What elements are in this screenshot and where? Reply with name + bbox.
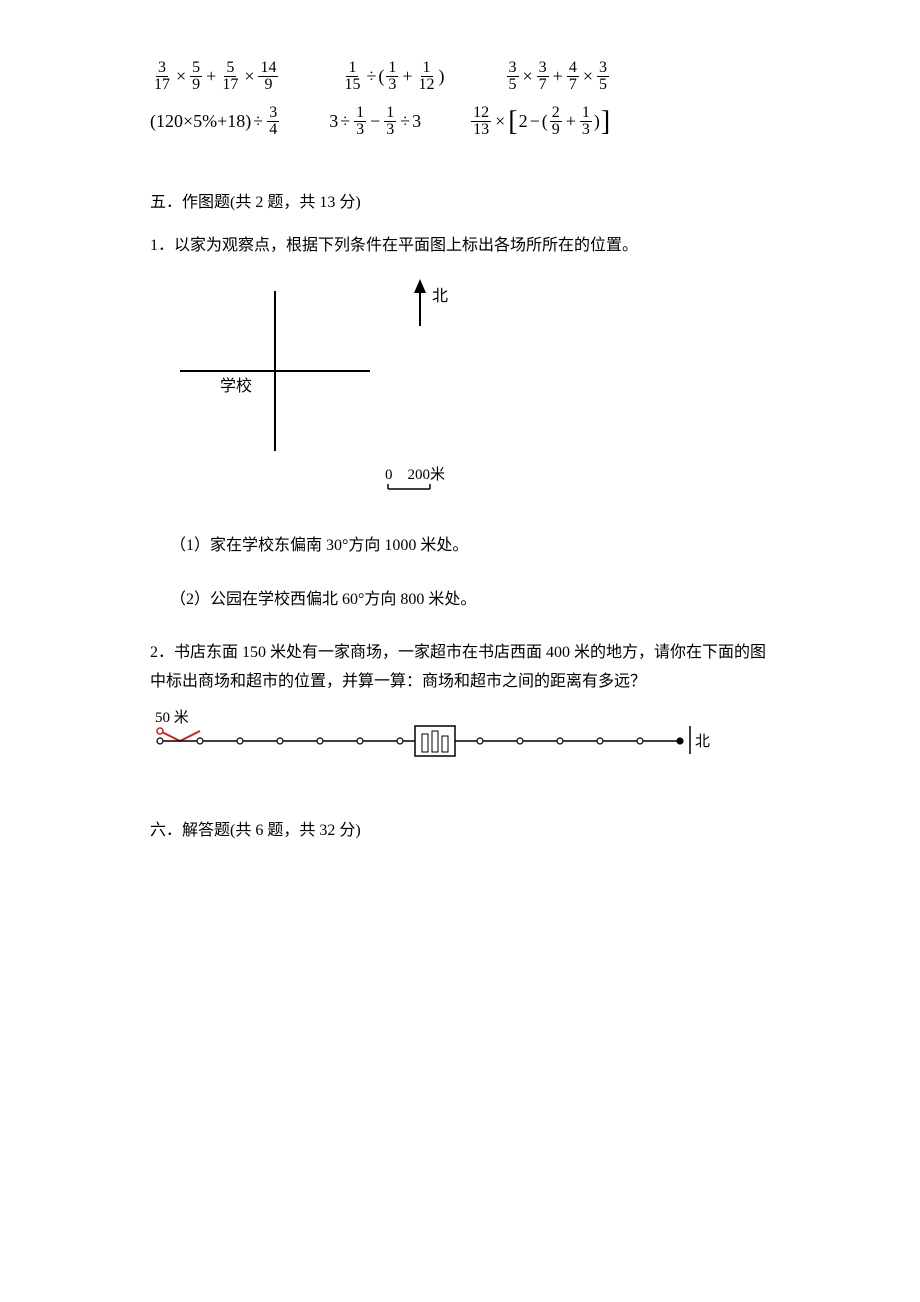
- math-row-2: (120×5%+18) ÷ 34 3 ÷ 13 − 13 ÷ 3 1213 × …: [150, 105, 770, 138]
- line-dot-end: [677, 738, 683, 744]
- frac-den: 13: [471, 122, 491, 138]
- frac-num: 1: [384, 105, 396, 122]
- north-label-2: 北: [695, 733, 710, 750]
- frac-den: 3: [386, 77, 398, 93]
- scale-label: 0 200米: [385, 466, 445, 483]
- line-dot: [637, 738, 643, 744]
- frac-num: 3: [597, 60, 609, 77]
- line-dot: [157, 738, 163, 744]
- frac-den: 3: [354, 122, 366, 138]
- line-dot: [357, 738, 363, 744]
- diagram-school: 学校 北 0 200米: [170, 271, 490, 501]
- line-dot: [317, 738, 323, 744]
- expr-1-3: 35 × 37 + 47 × 35: [505, 60, 611, 93]
- building-window-icon: [432, 731, 438, 752]
- scale-red-dot-icon: [157, 728, 163, 734]
- frac-num: 3: [537, 60, 549, 77]
- expr-1-2: 115 ÷ ( 13 + 112 ): [340, 60, 444, 93]
- op: ×: [244, 66, 254, 87]
- building-window-icon: [422, 734, 428, 752]
- num: 3: [329, 111, 338, 132]
- op: +: [206, 66, 216, 87]
- building-window-icon: [442, 736, 448, 752]
- frac-num: 12: [471, 105, 491, 122]
- question-5-1-text: 1．以家为观察点，根据下列条件在平面图上标出各场所所在的位置。: [150, 232, 770, 261]
- line-dot: [597, 738, 603, 744]
- paren-expr: (120×5%+18): [150, 111, 251, 132]
- op: ÷: [366, 66, 376, 87]
- frac-den: 5: [597, 77, 609, 93]
- frac-den: 9: [550, 122, 562, 138]
- paren-right: ): [594, 111, 600, 132]
- op: −: [530, 111, 540, 132]
- op: −: [370, 111, 380, 132]
- section-6-header: 六．解答题(共 6 题，共 32 分): [150, 816, 770, 840]
- frac-den: 3: [384, 122, 396, 138]
- expr-2-3: 1213 × [ 2 − ( 29 + 13 ) ]: [469, 105, 611, 138]
- frac-num: 5: [190, 60, 202, 77]
- paren-left: (: [378, 66, 384, 87]
- expr-2-1: (120×5%+18) ÷ 34: [150, 105, 281, 138]
- north-label: 北: [432, 287, 448, 305]
- paren-right: ): [439, 66, 445, 87]
- frac-num: 1: [386, 60, 398, 77]
- op: ×: [523, 66, 533, 87]
- question-5-1-sub2: （2）公园在学校西偏北 60°方向 800 米处。: [170, 585, 770, 609]
- op: ÷: [253, 111, 263, 132]
- question-5-2-text: 2．书店东面 150 米处有一家商场，一家超市在书店西面 400 米的地方，请你…: [150, 639, 770, 697]
- frac-num: 14: [258, 60, 278, 77]
- num: 2: [519, 111, 528, 132]
- section-5-header: 五．作图题(共 2 题，共 13 分): [150, 188, 770, 212]
- expr-1-1: 317 × 59 + 517 × 149: [150, 60, 280, 93]
- frac-den: 17: [152, 77, 172, 93]
- frac-num: 3: [507, 60, 519, 77]
- line-dot: [277, 738, 283, 744]
- frac-den: 9: [262, 77, 274, 93]
- op: +: [402, 66, 412, 87]
- scale-red-mark-icon: [160, 731, 200, 741]
- frac-den: 4: [267, 122, 279, 138]
- frac-den: 12: [417, 77, 437, 93]
- op: ×: [495, 111, 505, 132]
- bracket-left-icon: [: [508, 106, 517, 138]
- frac-den: 3: [580, 122, 592, 138]
- diagram-bookstore: 50 米 北: [150, 706, 710, 766]
- frac-den: 5: [507, 77, 519, 93]
- op: ÷: [340, 111, 350, 132]
- frac-den: 15: [342, 77, 362, 93]
- op: ÷: [400, 111, 410, 132]
- school-label: 学校: [220, 377, 252, 395]
- op: ×: [176, 66, 186, 87]
- frac-num: 2: [550, 105, 562, 122]
- num: 3: [412, 111, 421, 132]
- frac-num: 3: [156, 60, 168, 77]
- line-dot: [237, 738, 243, 744]
- bracket-right-icon: ]: [601, 106, 610, 138]
- frac-num: 1: [354, 105, 366, 122]
- line-dot: [397, 738, 403, 744]
- line-dot: [477, 738, 483, 744]
- north-arrow-head-icon: [414, 279, 426, 293]
- frac-den: 7: [567, 77, 579, 93]
- op: ×: [583, 66, 593, 87]
- frac-num: 1: [580, 105, 592, 122]
- frac-den: 17: [220, 77, 240, 93]
- frac-num: 1: [346, 60, 358, 77]
- frac-num: 1: [421, 60, 433, 77]
- paren-left: (: [542, 111, 548, 132]
- line-dot: [557, 738, 563, 744]
- line-dot: [197, 738, 203, 744]
- frac-num: 4: [567, 60, 579, 77]
- question-5-1-sub1: （1）家在学校东偏南 30°方向 1000 米处。: [170, 531, 770, 555]
- op: +: [566, 111, 576, 132]
- frac-num: 3: [267, 105, 279, 122]
- scale-50m-label: 50 米: [155, 709, 189, 726]
- frac-num: 5: [224, 60, 236, 77]
- line-dot: [517, 738, 523, 744]
- math-row-1: 317 × 59 + 517 × 149 115 ÷ ( 13 + 112 ) …: [150, 60, 770, 93]
- op: +: [553, 66, 563, 87]
- expr-2-2: 3 ÷ 13 − 13 ÷ 3: [329, 105, 421, 138]
- frac-den: 9: [190, 77, 202, 93]
- frac-den: 7: [537, 77, 549, 93]
